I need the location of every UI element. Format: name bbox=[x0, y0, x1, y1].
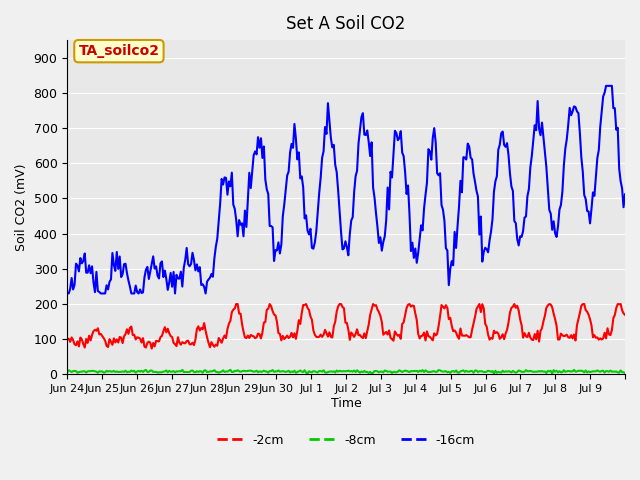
Legend: -2cm, -8cm, -16cm: -2cm, -8cm, -16cm bbox=[212, 429, 480, 452]
Title: Set A Soil CO2: Set A Soil CO2 bbox=[287, 15, 406, 33]
Text: TA_soilco2: TA_soilco2 bbox=[79, 44, 159, 58]
X-axis label: Time: Time bbox=[331, 397, 362, 410]
Y-axis label: Soil CO2 (mV): Soil CO2 (mV) bbox=[15, 164, 28, 251]
